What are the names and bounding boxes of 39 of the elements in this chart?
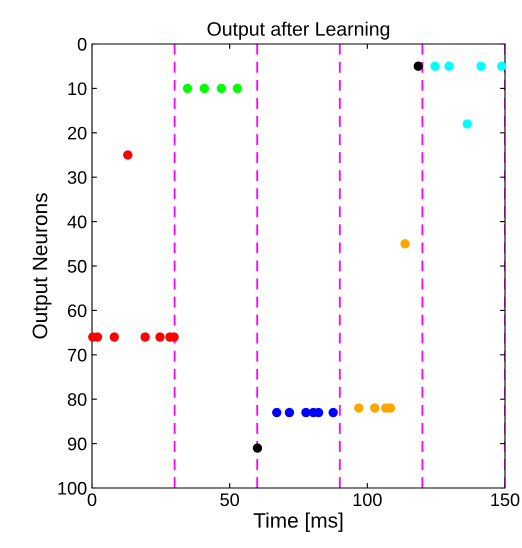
y-tick-label: 50 [68,260,86,273]
y-axis-title: Output Neurons [32,193,52,339]
point [476,62,486,71]
y-tick-label: 10 [68,82,86,96]
y-tick-label: 0 [78,38,86,51]
chart-title: Output after Learning [208,22,390,40]
point [400,239,410,248]
point [232,84,242,94]
y-tick-label: 80 [68,393,86,406]
y-tick-label: 100 [58,482,86,495]
y-tick-label: 70 [68,348,86,362]
y-tick-label: 30 [68,171,86,184]
point [252,443,262,453]
point [182,84,192,94]
x-tick-label: 100 [354,493,382,506]
point [354,403,364,413]
x-axis-title: Time [ms] [254,512,342,532]
point [123,150,132,160]
x-tick-label: 150 [491,493,520,506]
x-tick-label: 0 [88,493,96,506]
point [462,119,472,129]
point [370,403,380,413]
point [110,332,119,342]
point [155,332,165,342]
point [272,408,282,418]
y-tick-label: 20 [68,126,86,140]
point [444,62,454,71]
x-tick-label: 50 [220,493,240,506]
y-tick-label: 90 [68,438,86,450]
point [140,332,150,342]
point [497,62,506,71]
y-tick-label: 60 [68,304,86,318]
point [414,62,423,71]
point [328,408,338,418]
point [284,408,294,418]
point [200,84,209,94]
point [216,84,226,94]
y-tick-label: 40 [67,216,86,228]
point [430,62,440,71]
